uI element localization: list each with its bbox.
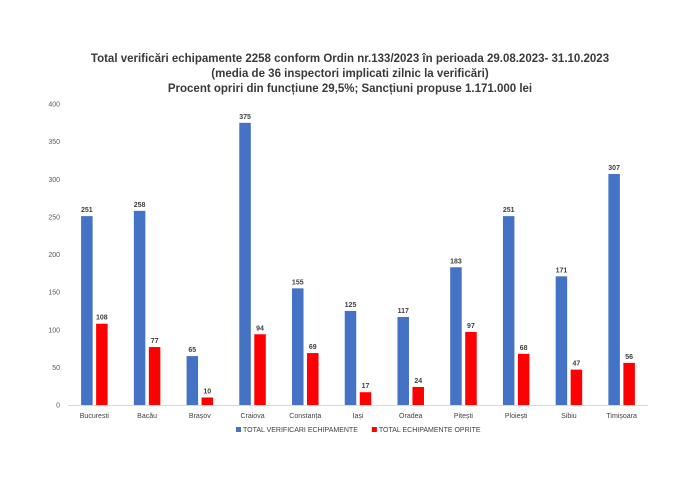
category-label: Bacău: [137, 413, 157, 420]
category-label: Iași: [353, 413, 364, 420]
data-label: 307: [608, 165, 620, 172]
y-tick-label: 100: [48, 327, 60, 334]
bar-stopped: [201, 397, 214, 405]
data-label: 47: [573, 361, 581, 368]
y-tick-label: 200: [48, 252, 60, 259]
bar-total: [502, 216, 515, 405]
bar-stopped: [517, 353, 530, 405]
chart-title: Total verificări echipamente 2258 confor…: [90, 53, 610, 65]
bar-total: [186, 356, 199, 405]
bar-total: [450, 267, 462, 405]
bar-total: [608, 173, 620, 405]
category-label: Sibiu: [561, 413, 577, 420]
chart-subtitle-2: Procent opriri din funcțiune 29,5%; Sanc…: [167, 83, 533, 95]
legend-swatch: [371, 427, 377, 432]
bar-stopped: [359, 392, 372, 405]
data-label: 155: [292, 279, 304, 286]
bar-total: [81, 216, 93, 405]
data-label: 171: [556, 267, 568, 274]
bar-total: [239, 122, 251, 405]
data-label: 56: [625, 354, 633, 361]
data-label: 10: [203, 388, 211, 395]
y-tick-label: 150: [48, 290, 60, 297]
y-tick-label: 50: [52, 365, 60, 372]
data-label: 97: [467, 323, 475, 330]
data-label: 108: [96, 315, 108, 322]
data-label: 375: [239, 114, 251, 121]
data-label: 117: [398, 308, 409, 315]
data-label: 258: [134, 202, 146, 209]
bar-stopped: [412, 386, 424, 405]
bar-stopped: [148, 347, 161, 405]
category-label: Bucuresti: [80, 413, 110, 420]
data-label: 24: [414, 378, 422, 385]
data-label: 94: [256, 325, 264, 332]
bar-stopped: [254, 334, 266, 405]
bar-stopped: [465, 332, 477, 405]
category-label: Ploiești: [505, 413, 528, 420]
legend-label: TOTAL VERIFICARI ECHIPAMENTE: [243, 427, 358, 434]
category-label: Pitești: [454, 413, 474, 420]
y-tick-label: 350: [48, 139, 60, 146]
bar-stopped: [623, 362, 635, 405]
data-label: 17: [362, 383, 370, 390]
category-label: Constanța: [289, 413, 321, 420]
bar-total: [555, 276, 568, 405]
bar-stopped: [307, 353, 319, 405]
chart-title-block: Total verificări echipamente 2258 confor…: [0, 52, 700, 97]
data-label: 77: [151, 338, 159, 345]
data-label: 65: [188, 347, 196, 354]
data-label: 183: [450, 258, 462, 265]
y-tick-label: 300: [48, 177, 60, 184]
bar-total: [397, 316, 409, 405]
y-tick-label: 400: [48, 102, 60, 109]
data-label: 251: [503, 207, 515, 214]
data-label: 125: [345, 302, 357, 309]
bar-stopped: [96, 323, 108, 405]
data-label: 68: [520, 345, 528, 352]
bar-total: [292, 288, 304, 405]
chart-subtitle: (media de 36 inspectori implicati zilnic…: [211, 68, 489, 80]
bar-total: [344, 310, 357, 405]
legend-swatch: [236, 427, 241, 432]
legend-label: TOTAL ECHIPAMENTE OPRITE: [379, 427, 481, 434]
y-tick-label: 0: [56, 403, 60, 410]
bar-total: [133, 210, 146, 405]
bar-stopped: [570, 369, 583, 405]
category-label: Brașov: [189, 413, 211, 420]
category-label: Timișoara: [606, 413, 637, 420]
data-label: 251: [81, 207, 93, 214]
data-label: 69: [309, 344, 317, 351]
y-tick-label: 250: [48, 214, 60, 221]
category-label: Craiova: [240, 413, 264, 420]
category-label: Oradea: [399, 413, 422, 420]
